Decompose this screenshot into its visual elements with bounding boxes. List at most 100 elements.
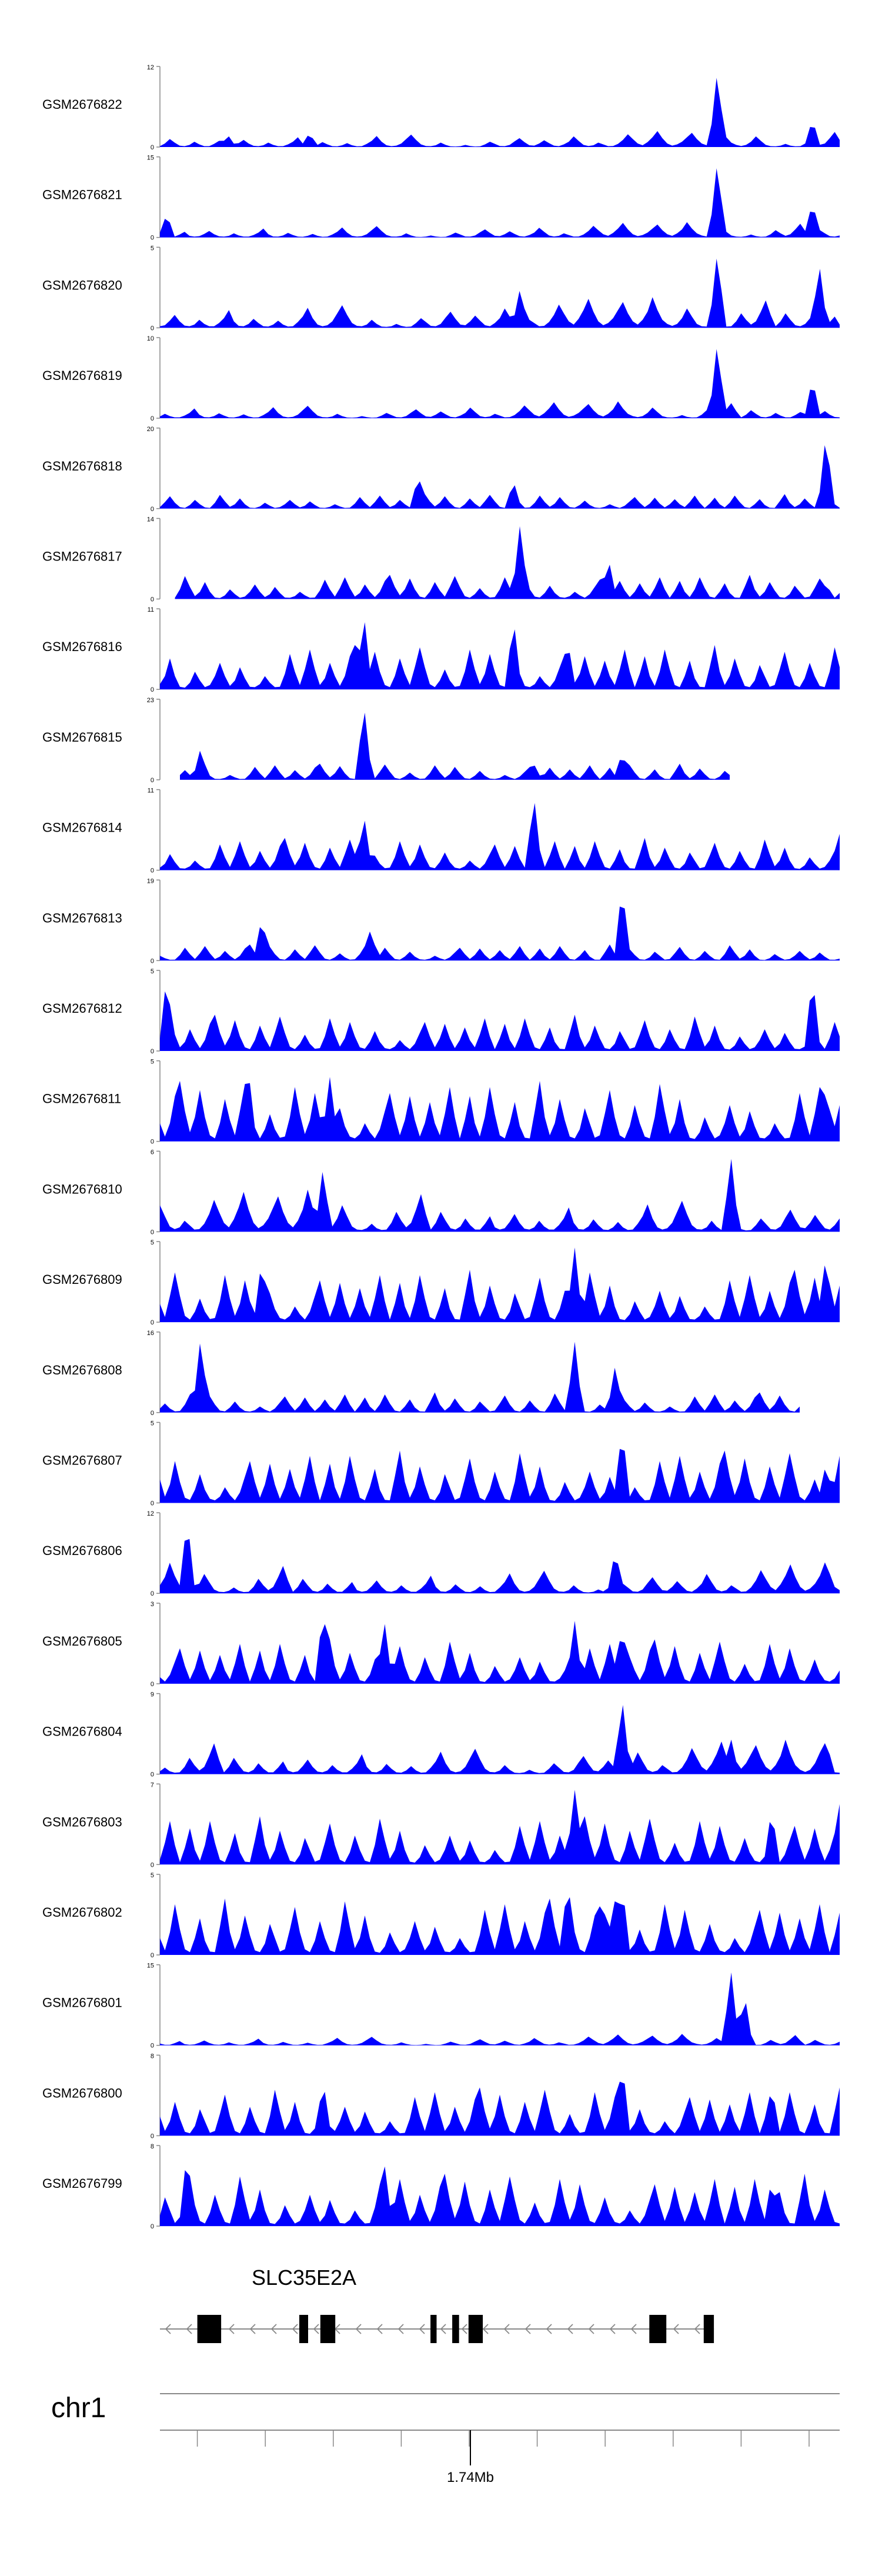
strand-arrow: [524, 2324, 531, 2334]
track-y-zero-label: 0: [151, 1771, 154, 1778]
strand-arrow: [355, 2324, 362, 2334]
coverage-area: [160, 991, 840, 1051]
track-label: GSM2676803: [42, 1814, 122, 1829]
exon-block: [320, 2315, 336, 2343]
track-label: GSM2676808: [42, 1363, 122, 1377]
coverage-area: [160, 2081, 840, 2136]
track-y-zero-label: 0: [151, 2223, 154, 2230]
track-y-max-label: 5: [151, 1420, 154, 1427]
track-y-max-label: 15: [147, 1963, 154, 1970]
track-y-max-label: 15: [147, 155, 154, 162]
exon-block: [452, 2315, 459, 2343]
track-GSM2676816: GSM2676816 11 0: [42, 606, 840, 693]
track-GSM2676817: GSM2676817 14 0: [42, 516, 840, 603]
exon-block: [197, 2315, 222, 2343]
strand-arrow: [630, 2324, 637, 2334]
strand-arrow: [609, 2324, 616, 2334]
coverage-tracks: GSM2676822120GSM2676821150GSM267682050GS…: [42, 64, 840, 2230]
track-GSM2676804: GSM2676804 9 0: [42, 1691, 840, 1778]
track-label: GSM2676811: [42, 1092, 121, 1106]
coverage-area: [180, 712, 730, 780]
track-label: GSM2676817: [42, 549, 122, 564]
coverage-area: [160, 349, 840, 419]
track-label: GSM2676802: [42, 1905, 122, 1920]
track-label: GSM2676800: [42, 2086, 122, 2100]
track-y-max-label: 14: [147, 516, 154, 523]
track-GSM2676806: GSM2676806 12 0: [42, 1510, 840, 1597]
track-y-max-label: 5: [151, 245, 154, 252]
track-label: GSM2676809: [42, 1272, 122, 1287]
coverage-area: [160, 1342, 800, 1413]
track-y-max-label: 19: [147, 877, 154, 885]
coverage-area: [175, 526, 840, 599]
track-GSM2676814: GSM2676814 11 0: [42, 788, 840, 875]
strand-arrow: [546, 2324, 552, 2334]
track-y-zero-label: 0: [151, 1229, 154, 1236]
track-GSM2676809: GSM2676809 5 0: [42, 1239, 840, 1326]
gene-annotation-track: SLC35E2A: [160, 2265, 714, 2343]
track-GSM2676801: GSM2676801 15 0: [42, 1963, 840, 2050]
track-GSM2676805: GSM2676805 3 0: [42, 1601, 840, 1688]
track-y-zero-label: 0: [151, 1319, 154, 1326]
track-y-zero-label: 0: [151, 1500, 154, 1507]
track-GSM2676819: GSM2676819 10 0: [42, 335, 840, 422]
coverage-area: [160, 2166, 840, 2227]
coverage-area: [160, 1705, 840, 1774]
coverage-area: [160, 1159, 840, 1232]
track-y-max-label: 5: [151, 1872, 154, 1879]
track-label: GSM2676814: [42, 820, 122, 835]
track-label: GSM2676815: [42, 730, 122, 745]
exon-block: [430, 2315, 437, 2343]
coverage-area: [160, 445, 840, 509]
track-y-max-label: 12: [147, 64, 154, 71]
coverage-area: [160, 906, 840, 961]
coverage-area: [160, 78, 840, 147]
track-GSM2676807: GSM2676807 5 0: [42, 1420, 840, 1507]
strand-arrow: [503, 2324, 510, 2334]
track-y-zero-label: 0: [151, 1048, 154, 1055]
track-y-zero-label: 0: [151, 686, 154, 693]
exon-block: [468, 2315, 483, 2343]
track-GSM2676813: GSM2676813 19 0: [42, 877, 840, 965]
track-y-zero-label: 0: [151, 867, 154, 875]
axis-ticks: [196, 2430, 810, 2465]
coverage-area: [160, 1897, 840, 1955]
track-y-zero-label: 0: [151, 506, 154, 513]
strand-arrows: [165, 2324, 700, 2334]
track-label: GSM2676821: [42, 188, 122, 202]
coverage-area: [160, 1449, 840, 1503]
track-y-zero-label: 0: [151, 596, 154, 603]
track-y-max-label: 11: [148, 788, 154, 795]
strand-arrow: [673, 2324, 679, 2334]
strand-arrow: [165, 2324, 171, 2334]
track-y-max-label: 11: [148, 606, 154, 613]
track-y-max-label: 20: [147, 426, 154, 433]
strand-arrow: [397, 2324, 404, 2334]
coverage-area: [160, 1790, 840, 1865]
track-GSM2676821: GSM2676821 15 0: [42, 155, 840, 242]
track-y-max-label: 9: [151, 1691, 154, 1699]
track-label: GSM2676804: [42, 1724, 122, 1739]
track-label: GSM2676818: [42, 459, 122, 473]
track-GSM2676820: GSM2676820 5 0: [42, 245, 840, 332]
strand-arrow: [567, 2324, 573, 2334]
track-label: GSM2676799: [42, 2176, 122, 2191]
strand-arrow: [461, 2324, 467, 2334]
track-y-max-label: 5: [151, 968, 154, 975]
track-y-max-label: 5: [151, 1239, 154, 1246]
coverage-area: [160, 1247, 840, 1323]
track-y-zero-label: 0: [151, 1681, 154, 1688]
track-label: GSM2676819: [42, 368, 122, 383]
track-y-max-label: 23: [147, 697, 154, 704]
track-label: GSM2676805: [42, 1634, 122, 1649]
track-label: GSM2676807: [42, 1453, 122, 1468]
track-y-zero-label: 0: [151, 957, 154, 965]
axis-tick-label: 1.74Mb: [447, 2470, 494, 2485]
track-GSM2676815: GSM2676815 23 0: [42, 697, 730, 784]
coverage-area: [160, 1972, 840, 2046]
coverage-area: [160, 1539, 840, 1594]
track-GSM2676800: GSM2676800 8 0: [42, 2053, 840, 2140]
track-y-max-label: 12: [147, 1510, 154, 1517]
track-GSM2676802: GSM2676802 5 0: [42, 1872, 840, 1959]
strand-arrow: [292, 2324, 298, 2334]
